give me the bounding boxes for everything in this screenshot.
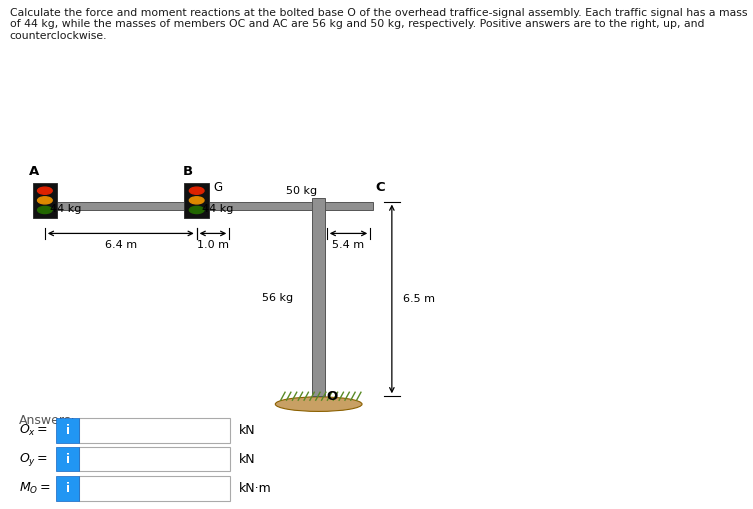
- FancyBboxPatch shape: [79, 447, 230, 471]
- Circle shape: [189, 207, 204, 214]
- Circle shape: [189, 187, 204, 194]
- Text: kN·m: kN·m: [239, 482, 271, 495]
- Polygon shape: [37, 202, 373, 210]
- Text: O: O: [327, 390, 338, 403]
- Text: kN: kN: [239, 424, 255, 437]
- FancyBboxPatch shape: [56, 476, 79, 501]
- Text: 56 kg: 56 kg: [262, 293, 293, 303]
- Text: 6.5 m: 6.5 m: [403, 294, 434, 304]
- Text: kN: kN: [239, 453, 255, 466]
- Text: Answers:: Answers:: [20, 414, 76, 428]
- Text: C: C: [376, 181, 386, 194]
- Polygon shape: [312, 197, 325, 396]
- Bar: [32, 183, 57, 217]
- Circle shape: [38, 197, 52, 204]
- Text: 6.4 m: 6.4 m: [105, 240, 137, 250]
- Text: A: A: [29, 165, 39, 178]
- Text: i: i: [66, 453, 70, 466]
- Text: Calculate the force and moment reactions at the bolted base O of the overhead tr: Calculate the force and moment reactions…: [10, 8, 747, 41]
- Text: 5.4 m: 5.4 m: [332, 240, 364, 250]
- Text: G: G: [213, 181, 222, 194]
- Text: 44 kg: 44 kg: [202, 204, 233, 214]
- FancyBboxPatch shape: [56, 418, 79, 443]
- FancyBboxPatch shape: [56, 447, 79, 471]
- Bar: [184, 183, 209, 217]
- Text: i: i: [66, 424, 70, 437]
- FancyBboxPatch shape: [79, 418, 230, 443]
- Ellipse shape: [276, 397, 362, 411]
- Text: 1.0 m: 1.0 m: [197, 240, 229, 250]
- Text: $M_O=$: $M_O=$: [20, 481, 51, 496]
- Text: 44 kg: 44 kg: [50, 204, 81, 214]
- Text: i: i: [66, 482, 70, 495]
- Circle shape: [38, 207, 52, 214]
- Text: 50 kg: 50 kg: [286, 186, 317, 196]
- Text: $O_y=$: $O_y=$: [20, 450, 48, 468]
- Text: B: B: [183, 165, 194, 178]
- FancyBboxPatch shape: [79, 476, 230, 501]
- Text: $O_x=$: $O_x=$: [20, 423, 48, 438]
- Circle shape: [189, 197, 204, 204]
- Circle shape: [38, 187, 52, 194]
